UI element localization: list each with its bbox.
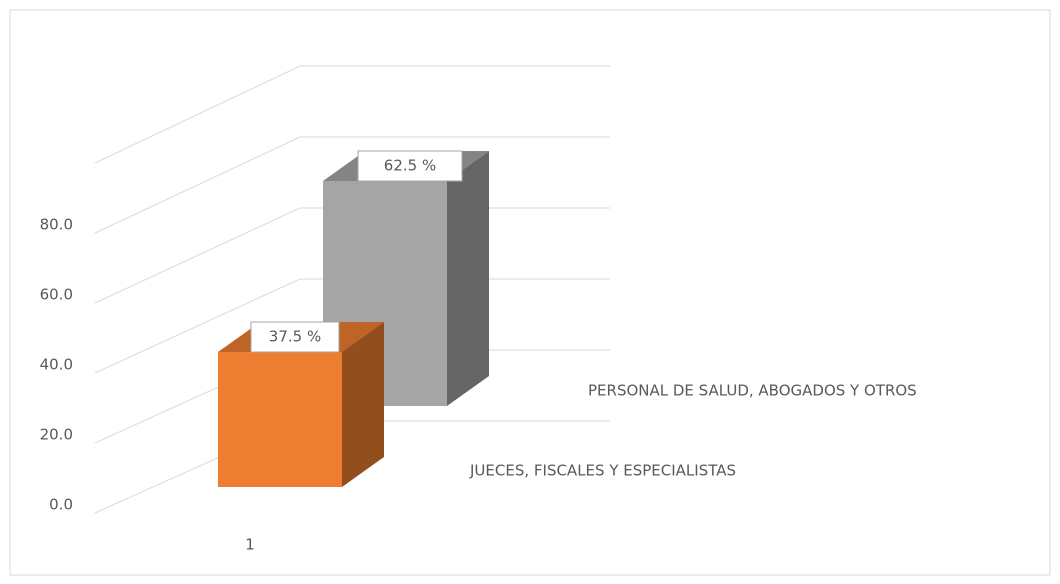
grid-line xyxy=(94,207,610,304)
bar-side xyxy=(447,151,489,406)
bar-side xyxy=(342,322,384,487)
value-label-box xyxy=(250,321,340,353)
value-label: 62.5 % xyxy=(384,157,436,175)
y-tick-label: 80.0 xyxy=(40,216,73,234)
grid-line xyxy=(94,65,610,164)
grid-line xyxy=(94,136,610,234)
y-tick-label: 0.0 xyxy=(49,496,73,514)
series-label: JUECES, FISCALES Y ESPECIALISTAS xyxy=(469,462,736,480)
y-tick-label: 40.0 xyxy=(40,356,73,374)
y-tick-label: 20.0 xyxy=(40,426,73,444)
grid-line xyxy=(94,278,610,374)
series-label: PERSONAL DE SALUD, ABOGADOS Y OTROS xyxy=(588,382,917,400)
chart-border xyxy=(9,9,1051,576)
value-label-box xyxy=(357,150,463,182)
x-tick-label: 1 xyxy=(245,536,255,554)
bar xyxy=(218,352,342,487)
value-label: 37.5 % xyxy=(269,328,321,346)
y-tick-label: 60.0 xyxy=(40,286,73,304)
